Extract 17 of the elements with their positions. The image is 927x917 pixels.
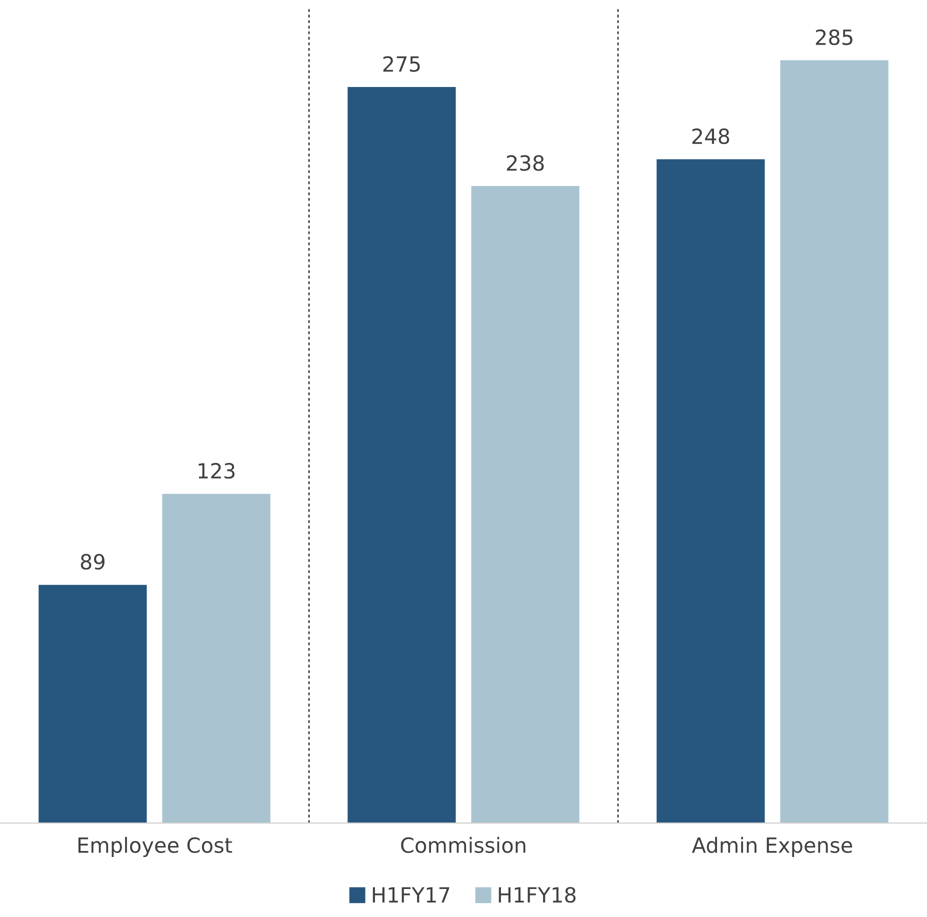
data-label: 89 — [80, 554, 104, 570]
x-tick-label: Commission — [401, 836, 526, 854]
x-tick-label: Admin Expense — [692, 836, 852, 858]
x-tick-label: Employee Cost — [78, 836, 232, 858]
legend-label: H1FY17 — [372, 887, 450, 902]
legend-label: H1FY18 — [498, 887, 576, 903]
data-label: 238 — [506, 155, 544, 171]
data-label: 123 — [198, 462, 235, 479]
data-label: 275 — [383, 56, 420, 72]
bar — [348, 87, 456, 824]
bar — [162, 494, 270, 824]
bar — [38, 584, 147, 824]
bar — [471, 186, 580, 824]
data-label: 248 — [692, 128, 730, 144]
bar — [656, 159, 765, 824]
data-label: 285 — [816, 29, 852, 46]
bar — [780, 60, 888, 824]
